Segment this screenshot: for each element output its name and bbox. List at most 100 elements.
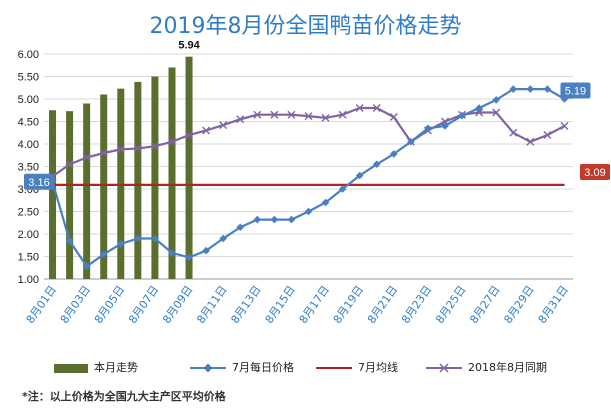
july-daily-point (526, 85, 535, 93)
legend-swatch-2018 (426, 363, 462, 373)
bar (168, 67, 176, 279)
series-2018-point (338, 110, 347, 119)
july-daily-point (168, 249, 176, 257)
x-tick-label: 8月27日 (467, 283, 502, 326)
y-tick-label: 3.50 (18, 162, 39, 174)
series-2018-point (150, 142, 159, 151)
series-2018-point (526, 137, 535, 146)
july-daily-point (441, 122, 449, 130)
line-end-badge-label: 5.19 (565, 85, 586, 97)
y-tick-label: 1.00 (18, 274, 39, 286)
x-tick-label: 8月11日 (194, 283, 229, 326)
july-daily-point (202, 246, 210, 255)
x-tick-label: 8月01日 (24, 283, 59, 326)
july-daily-point (492, 96, 501, 104)
legend-item-july-line: 7月每日价格 (188, 359, 294, 377)
series-2018-point (372, 104, 381, 112)
series-2018-point (236, 115, 245, 124)
x-tick-label: 8月17日 (297, 283, 332, 326)
legend-label-july-avg: 7月均线 (358, 361, 398, 374)
line-end-badge-box (560, 82, 591, 99)
x-tick-label: 8月07日 (126, 283, 161, 326)
july-daily-point (372, 160, 381, 169)
july-daily-point (116, 240, 125, 248)
y-tick-label: 2.50 (18, 207, 39, 219)
series-2018-point (270, 110, 279, 119)
chart-legend: 本月走势 7月每日价格 7月均线 2018年8月同期 (0, 359, 611, 377)
legend-swatch-july-line (190, 363, 226, 373)
x-tick-label: 8月15日 (263, 283, 298, 326)
series-2018-point (321, 113, 330, 122)
series-2018-point (492, 108, 501, 117)
july-daily-point (509, 85, 518, 93)
july-daily-point (82, 262, 91, 271)
series-2018-point (304, 112, 313, 121)
bar (100, 94, 108, 279)
x-tick-label: 8月23日 (399, 283, 434, 326)
x-tick-label: 8月05日 (92, 283, 127, 326)
july-daily-point (304, 207, 313, 216)
bar (134, 81, 142, 280)
x-tick-label: 8月25日 (433, 283, 468, 326)
footnote: *注：以上价格为全国九大主产区平均价格 (22, 390, 226, 403)
legend-swatch-july-avg (316, 367, 352, 369)
legend-label-bar: 本月走势 (94, 361, 138, 374)
x-tick-label: 8月21日 (365, 283, 400, 326)
series-2018-point (253, 110, 262, 119)
y-tick-label: 4.50 (18, 117, 39, 129)
july-daily-point (270, 215, 279, 224)
series-2018-point (99, 149, 108, 157)
y-tick-label: 4.00 (18, 139, 39, 151)
line-start-badge-label: 3.16 (28, 177, 49, 189)
y-tick-label: 1.50 (18, 252, 39, 264)
legend-label-july-line: 7月每日价格 (232, 361, 294, 374)
july-daily-point (390, 150, 398, 158)
july-daily-point (338, 185, 347, 193)
avg-badge-label: 3.09 (584, 167, 605, 179)
series-2018-point (65, 160, 74, 169)
bar (66, 111, 74, 280)
bar-peak-label: 5.94 (178, 40, 200, 52)
bar (83, 103, 91, 279)
series-2018-point (543, 131, 552, 139)
july-daily-point (185, 253, 193, 262)
legend-swatch-bar (54, 363, 88, 373)
july-daily-point (219, 234, 227, 243)
july-daily-point (424, 124, 432, 133)
july-daily-point (99, 250, 108, 259)
series-2018-point (560, 122, 569, 130)
legend-item-july-avg: 7月均线 (314, 359, 398, 377)
bar (185, 56, 193, 280)
x-tick-label: 8月09日 (160, 283, 195, 326)
july-daily-point (134, 234, 142, 243)
series-2018-point (167, 137, 176, 146)
series-2018-point (133, 144, 142, 153)
series-2018-point (219, 121, 228, 130)
x-tick-label: 8月31日 (536, 283, 571, 326)
x-tick-label: 8月19日 (331, 283, 366, 326)
july-daily-point (236, 223, 245, 232)
y-tick-label: 5.00 (18, 94, 39, 106)
july-daily-point (407, 137, 415, 146)
series-2018-point (116, 145, 125, 154)
legend-item-bar: 本月走势 (54, 359, 138, 377)
july-daily-point (321, 198, 330, 207)
july-daily-point (475, 104, 483, 112)
july-daily-point (355, 171, 364, 180)
july-daily-point (458, 111, 466, 120)
july-daily-point (253, 215, 262, 224)
line-start-badge-box (24, 173, 54, 190)
july-daily-point (151, 234, 159, 243)
series-2018-point (287, 110, 296, 119)
x-tick-label: 8月13日 (228, 283, 263, 326)
bar (49, 110, 57, 279)
avg-badge-box (580, 163, 610, 180)
series-2018-point (82, 153, 91, 162)
y-tick-label: 2.00 (18, 229, 39, 241)
july-daily-point (65, 236, 74, 245)
series-2018-point (185, 131, 194, 139)
y-tick-label: 5.50 (18, 72, 39, 84)
series-2018-point (355, 104, 364, 112)
x-tick-label: 8月29日 (501, 283, 536, 326)
